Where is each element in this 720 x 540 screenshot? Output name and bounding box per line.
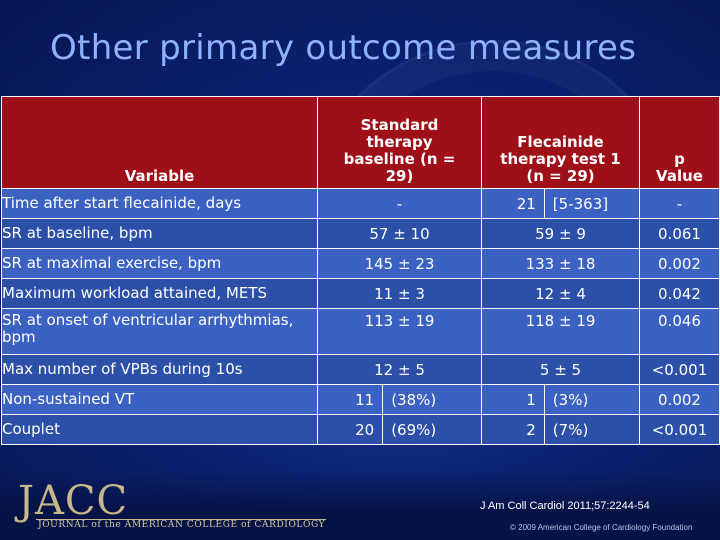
row-variable: SR at onset of ventricular arrhythmias, … <box>1 308 318 355</box>
flecainide-days-range: [5-363] <box>552 194 609 213</box>
table-row: Couplet 20 (69%) 2 (7%) <0.001 <box>1 414 720 445</box>
journal-name: JOURNAL of the AMERICAN COLLEGE of CARDI… <box>38 520 326 530</box>
logo-divider <box>36 519 326 520</box>
row-variable: Max number of VPBs during 10s <box>1 354 318 385</box>
row-standard-value: 11 ± 3 <box>317 278 482 309</box>
copyright-notice: © 2009 American College of Cardiology Fo… <box>510 523 693 532</box>
table-row: Non-sustained VT 11 (38%) 1 (3%) 0.002 <box>1 384 720 415</box>
header-variable: Variable <box>1 96 318 189</box>
footer-band <box>0 470 720 540</box>
header-flecainide-therapy: Flecainide therapy test 1 (n = 29) <box>481 96 640 189</box>
table-row: Maximum workload attained, METS 11 ± 3 1… <box>1 278 720 309</box>
table-row: SR at baseline, bpm 57 ± 10 59 ± 9 0.061 <box>1 218 720 249</box>
flecainide-percent: (7%) <box>552 420 589 439</box>
row-p-value: 0.042 <box>639 278 720 309</box>
flecainide-percent: (3%) <box>552 390 589 409</box>
row-standard-value: 113 ± 19 <box>317 308 482 355</box>
row-flecainide-value: 21 [5-363] <box>481 188 640 219</box>
row-flecainide-value: 12 ± 4 <box>481 278 640 309</box>
slide-title: Other primary outcome measures <box>50 28 637 68</box>
citation: J Am Coll Cardiol 2011;57:2244-54 <box>480 500 650 512</box>
flecainide-days-median: 21 <box>482 189 545 218</box>
jacc-logo: JACC <box>18 478 129 524</box>
standard-percent: (69%) <box>391 420 437 439</box>
row-p-value: - <box>639 188 720 219</box>
row-flecainide-value: 118 ± 19 <box>481 308 640 355</box>
table-row: Max number of VPBs during 10s 12 ± 5 5 ±… <box>1 354 720 385</box>
row-variable: Time after start flecainide, days <box>1 188 318 219</box>
table-row: Time after start flecainide, days - 21 [… <box>1 188 720 219</box>
row-p-value: 0.061 <box>639 218 720 249</box>
row-variable: Couplet <box>1 414 318 445</box>
row-standard-value: 145 ± 23 <box>317 248 482 279</box>
row-flecainide-value: 1 (3%) <box>481 384 640 415</box>
row-flecainide-value: 59 ± 9 <box>481 218 640 249</box>
row-flecainide-value: 2 (7%) <box>481 414 640 445</box>
row-variable: Non-sustained VT <box>1 384 318 415</box>
row-p-value: 0.002 <box>639 384 720 415</box>
flecainide-count: 1 <box>482 385 545 414</box>
row-standard-value: 11 (38%) <box>317 384 482 415</box>
table-row: SR at onset of ventricular arrhythmias, … <box>1 308 720 355</box>
row-flecainide-value: 133 ± 18 <box>481 248 640 279</box>
row-flecainide-value: 5 ± 5 <box>481 354 640 385</box>
row-p-value: 0.046 <box>639 308 720 355</box>
row-p-value: <0.001 <box>639 414 720 445</box>
row-standard-value: 12 ± 5 <box>317 354 482 385</box>
outcomes-table: Variable Standard therapy baseline (n = … <box>1 96 720 445</box>
row-standard-value: - <box>317 188 482 219</box>
standard-count: 20 <box>318 415 384 444</box>
table-header-row: Variable Standard therapy baseline (n = … <box>1 96 720 189</box>
flecainide-count: 2 <box>482 415 545 444</box>
row-variable: SR at maximal exercise, bpm <box>1 248 318 279</box>
header-standard-therapy: Standard therapy baseline (n = 29) <box>317 96 482 189</box>
row-p-value: 0.002 <box>639 248 720 279</box>
standard-percent: (38%) <box>391 390 437 409</box>
row-p-value: <0.001 <box>639 354 720 385</box>
standard-count: 11 <box>318 385 384 414</box>
header-p-value: p Value <box>639 96 720 189</box>
row-standard-value: 20 (69%) <box>317 414 482 445</box>
row-standard-value: 57 ± 10 <box>317 218 482 249</box>
row-variable: Maximum workload attained, METS <box>1 278 318 309</box>
table-row: SR at maximal exercise, bpm 145 ± 23 133… <box>1 248 720 279</box>
row-variable: SR at baseline, bpm <box>1 218 318 249</box>
